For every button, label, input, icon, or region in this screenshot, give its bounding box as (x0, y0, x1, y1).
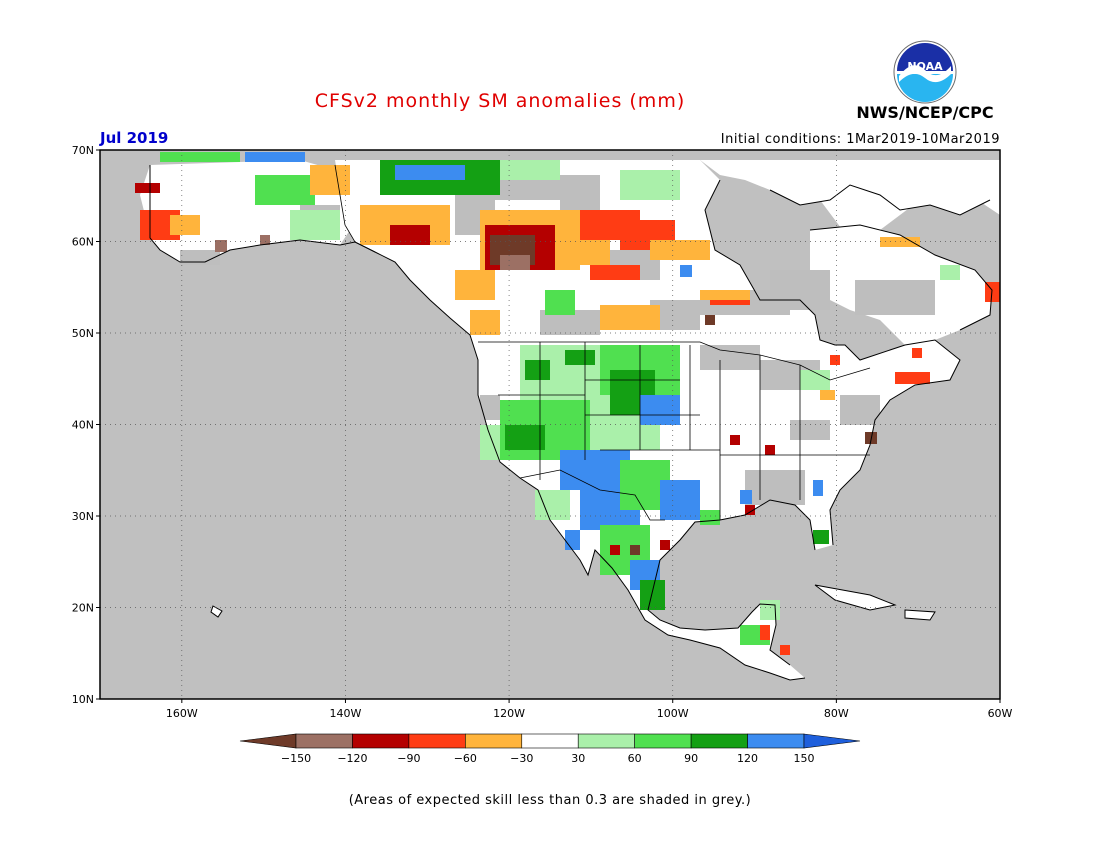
noaa-logo-icon: NOAA (893, 40, 957, 104)
svg-text:NOAA: NOAA (907, 60, 943, 73)
lon-tick-label: 60W (988, 707, 1013, 720)
lon-tick-label: 80W (824, 707, 849, 720)
lat-tick-label: 30N (72, 510, 94, 523)
map-title: CFSv2 monthly SM anomalies (mm) (314, 90, 686, 112)
lon-tick-label: 140W (330, 707, 362, 720)
lat-tick-label: 20N (72, 602, 94, 615)
lat-tick-label: 50N (72, 327, 94, 340)
longitude-ticks: 160W 140W 120W 100W 80W 60W (166, 699, 1013, 720)
political-boundaries (334, 164, 871, 521)
initial-conditions: Initial conditions: 1Mar2019-10Mar2019 (720, 132, 1000, 147)
lat-tick-label: 10N (72, 693, 94, 706)
lat-tick-label: 70N (72, 144, 94, 157)
coastlines (149, 165, 993, 681)
lon-tick-label: 160W (166, 707, 198, 720)
agency-label: NWS/NCEP/CPC (856, 103, 994, 122)
gridlines (100, 150, 1000, 699)
lon-tick-label: 120W (493, 707, 525, 720)
negative-anomaly-cells (135, 165, 1000, 655)
latitude-ticks: 70N 60N 50N 40N 30N 20N 10N (72, 144, 100, 706)
valid-month: Jul 2019 (100, 129, 169, 147)
lon-tick-label: 100W (657, 707, 689, 720)
lat-tick-label: 40N (72, 419, 94, 432)
lat-tick-label: 60N (72, 236, 94, 249)
skill-footnote: (Areas of expected skill less than 0.3 a… (348, 793, 752, 808)
